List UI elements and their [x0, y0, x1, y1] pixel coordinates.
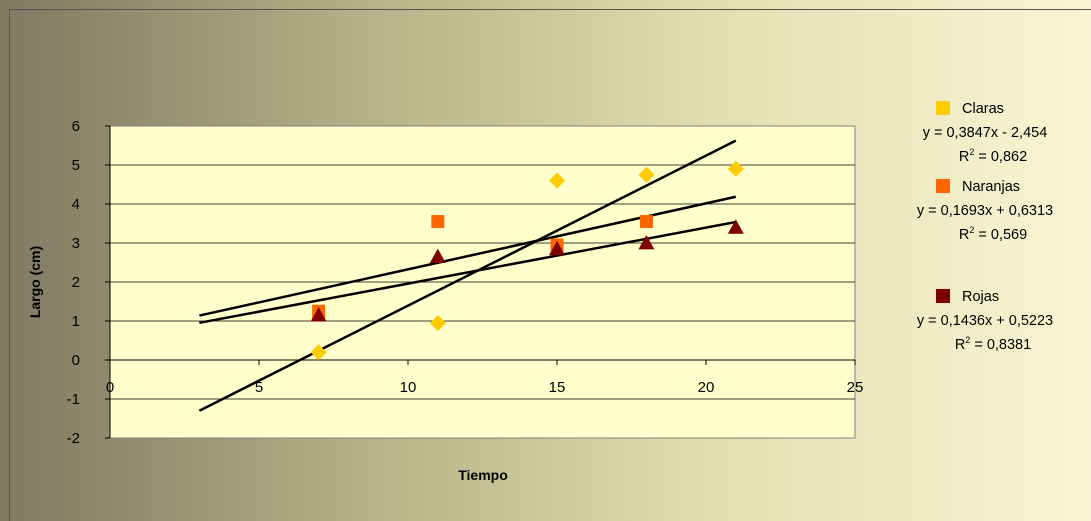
data-point-naranjas: [431, 215, 445, 229]
y-tick-label: 2: [72, 274, 80, 291]
y-tick-label: -2: [67, 430, 80, 447]
x-tick-label: 10: [400, 379, 417, 396]
data-point-claras: [429, 314, 446, 331]
legend-swatch: [936, 289, 950, 303]
trendline-claras: [198, 139, 737, 412]
trend-equation: y = 0,3847x - 2,454: [923, 125, 1048, 141]
r-squared-label: R2 = 0,569: [959, 225, 1027, 243]
trend-equation: y = 0,1436x + 0,5223: [917, 313, 1053, 329]
axes: -2 -1 0 1 2 3 4 5 6 0 5 10 15 20 25: [67, 118, 864, 447]
legend-swatch: [936, 101, 950, 115]
legend-swatch: [936, 179, 950, 193]
data-point-naranjas: [639, 215, 653, 229]
data-point-rojas: [310, 307, 327, 322]
x-axis-title: Tiempo: [458, 467, 508, 483]
grid-lines: [110, 164, 855, 400]
legend-series-name: Rojas: [962, 289, 999, 305]
x-tick-label: 5: [255, 379, 263, 396]
y-axis-title: Largo (cm): [27, 246, 43, 318]
trend-equation: y = 0,1693x + 0,6313: [917, 203, 1053, 219]
y-tick-label: 3: [72, 235, 80, 252]
data-point-rojas: [549, 240, 565, 256]
data-points: [310, 160, 744, 361]
y-tick-label: 5: [72, 157, 80, 174]
legend: Claras y = 0,3847x - 2,454 R2 = 0,862 Naran…: [917, 101, 1053, 353]
superscript-2: 2: [969, 147, 974, 157]
r-squared-label: R2 = 0,8381: [955, 335, 1031, 353]
data-point-claras: [310, 344, 327, 361]
legend-entry-rojas: Rojas y = 0,1436x + 0,5223 R2 = 0,8381: [917, 289, 1053, 353]
data-point-claras: [549, 172, 565, 189]
r-squared-value: = 0,862: [974, 149, 1027, 165]
superscript-2: 2: [969, 225, 974, 235]
legend-entry-claras: Claras y = 0,3847x - 2,454 R2 = 0,862: [923, 101, 1048, 165]
x-tick-label: 20: [698, 379, 715, 396]
y-tick-label: 1: [72, 313, 80, 330]
x-tick-label: 0: [106, 379, 114, 396]
legend-series-name: Naranjas: [962, 179, 1020, 195]
y-tick-label: 0: [72, 352, 80, 369]
legend-series-name: Claras: [962, 101, 1004, 117]
r-squared-value: = 0,8381: [970, 337, 1031, 353]
legend-entry-naranjas: Naranjas y = 0,1693x + 0,6313 R2 = 0,569: [917, 179, 1053, 243]
data-point-rojas: [429, 248, 446, 264]
r-squared-value: = 0,569: [974, 227, 1027, 243]
data-point-claras: [727, 160, 744, 177]
data-point-rojas: [638, 235, 655, 250]
y-tick-label: -1: [67, 391, 80, 408]
data-point-claras: [638, 166, 655, 183]
y-tick-label: 6: [72, 118, 80, 135]
r-squared-label: R2 = 0,862: [959, 147, 1027, 165]
x-tick-label: 25: [847, 379, 864, 396]
data-point-rojas: [727, 219, 744, 234]
x-tick-label: 15: [549, 379, 566, 396]
superscript-2: 2: [965, 335, 970, 345]
y-tick-label: 4: [72, 196, 80, 213]
